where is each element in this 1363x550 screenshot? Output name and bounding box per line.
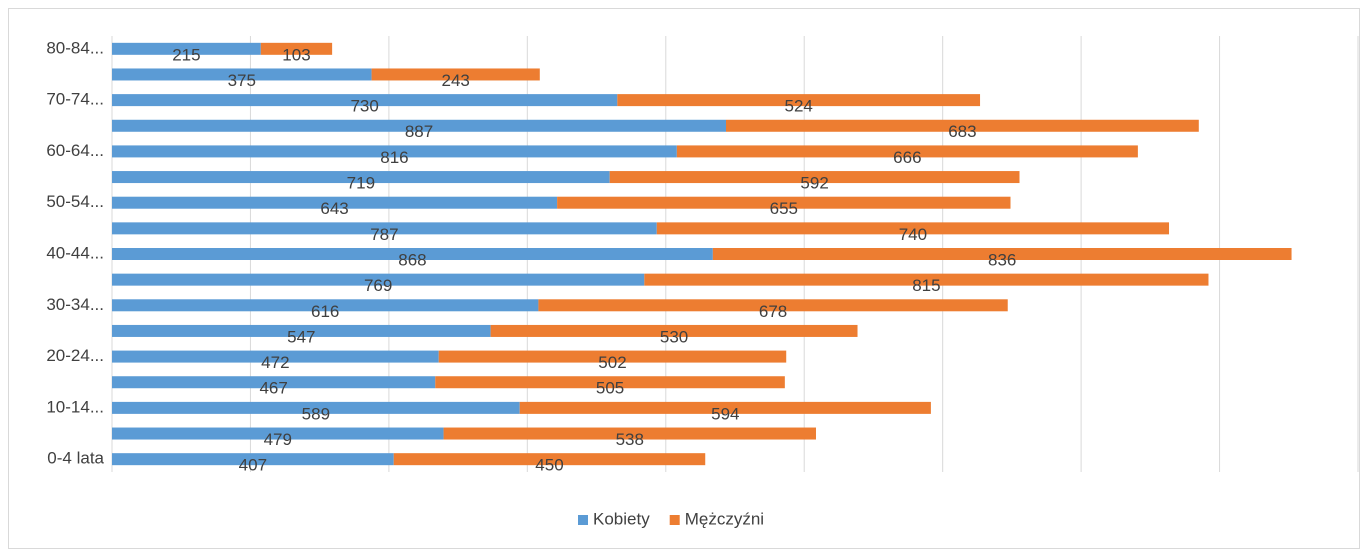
data-label: 816	[380, 148, 408, 167]
data-label: 655	[770, 199, 798, 218]
data-label: 787	[370, 225, 398, 244]
bar-segment	[393, 453, 706, 466]
bar-segment	[712, 248, 1292, 260]
data-label: 740	[899, 225, 927, 244]
bar-segment	[438, 350, 787, 363]
bar-segment	[644, 273, 1209, 286]
data-label: 407	[239, 456, 267, 475]
bar-segment	[112, 94, 618, 107]
bar-segment	[112, 376, 436, 389]
bar-segment	[112, 196, 558, 209]
bar-segment	[435, 376, 785, 389]
data-label: 868	[398, 250, 426, 269]
data-label: 730	[350, 97, 378, 116]
bar-segment	[112, 145, 677, 158]
data-label: 594	[711, 404, 739, 423]
legend-swatch	[669, 515, 680, 525]
data-label: 666	[893, 148, 921, 167]
legend-swatch	[578, 515, 588, 525]
bar-segment	[112, 68, 372, 81]
data-label: 836	[988, 250, 1016, 269]
y-tick-label: 30-34...	[46, 295, 104, 314]
data-label: 502	[598, 353, 626, 372]
bar-segment	[112, 324, 491, 337]
bar-segment	[112, 42, 261, 55]
y-tick-label: 0-4 lata	[47, 449, 104, 468]
data-label: 215	[172, 45, 200, 64]
data-label: 592	[800, 174, 828, 193]
data-label: 467	[259, 379, 287, 398]
bar-segment	[112, 427, 444, 440]
y-tick-label: 70-74...	[46, 90, 104, 109]
data-label: 643	[320, 199, 348, 218]
bar-segment	[490, 324, 858, 337]
bar-segment	[617, 94, 981, 107]
data-label: 103	[282, 45, 310, 64]
bar-segment	[676, 145, 1138, 158]
bar-segment	[557, 196, 1011, 209]
data-label: 683	[948, 122, 976, 141]
data-label: 450	[535, 456, 563, 475]
legend-label: Kobiety	[593, 509, 650, 528]
data-label: 479	[264, 430, 292, 449]
data-label: 538	[616, 430, 644, 449]
y-tick-label: 10-14...	[46, 397, 104, 416]
y-tick-label: 40-44...	[46, 243, 104, 262]
data-label: 616	[311, 302, 339, 321]
data-label: 530	[660, 327, 688, 346]
bar-segment	[443, 427, 816, 440]
data-label: 472	[261, 353, 289, 372]
bar-segment	[609, 171, 1020, 184]
legend-label: Mężczyźni	[685, 509, 764, 528]
data-label: 589	[302, 404, 330, 423]
data-label: 505	[596, 379, 624, 398]
y-tick-label: 20-24...	[46, 346, 104, 365]
bar-segment	[371, 68, 540, 81]
bar-segment	[112, 350, 439, 363]
data-label: 887	[405, 122, 433, 141]
data-label: 678	[759, 302, 787, 321]
data-label: 815	[912, 276, 940, 295]
data-label: 524	[784, 97, 812, 116]
data-label: 769	[364, 276, 392, 295]
data-label: 375	[228, 71, 256, 90]
bar-segment	[519, 401, 931, 414]
bar-segment	[112, 273, 645, 286]
bar-segment	[112, 248, 713, 260]
bar-segment	[112, 299, 539, 312]
data-label: 243	[442, 71, 470, 90]
bar-segment	[112, 171, 610, 184]
bar-segment	[538, 299, 1008, 312]
bar-segment	[656, 222, 1170, 235]
bar-segment	[726, 119, 1199, 132]
bar-segment	[112, 453, 394, 466]
y-tick-label: 80-84...	[46, 38, 104, 57]
bar-segment	[112, 401, 520, 414]
y-tick-label: 60-64...	[46, 141, 104, 160]
bar-segment	[112, 222, 657, 235]
y-tick-label: 50-54...	[46, 192, 104, 211]
bar-segment	[112, 119, 727, 132]
data-label: 547	[287, 327, 315, 346]
bar-segment	[260, 42, 333, 55]
data-label: 719	[347, 174, 375, 193]
